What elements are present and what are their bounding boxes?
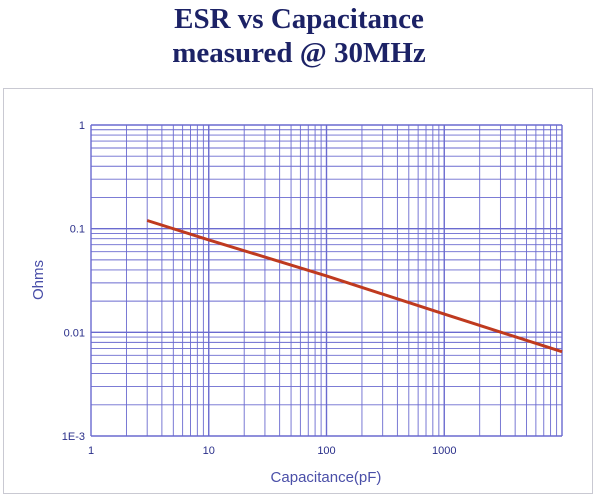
y-tick-label: 1 xyxy=(79,120,85,132)
x-tick-label: 1 xyxy=(88,445,94,457)
chart-title-line-1: ESR vs Capacitance xyxy=(174,3,424,35)
y-tick-label: 0.1 xyxy=(70,224,85,236)
x-axis-label: Capacitance(pF) xyxy=(271,469,382,486)
chart-frame xyxy=(3,88,593,494)
tick-labels: 1 10 100 1000 1 0.1 0.01 1E-3 xyxy=(62,120,457,457)
series-line-esr xyxy=(146,219,563,354)
y-tick-label: 1E-3 xyxy=(62,431,85,443)
x-tick-label: 1000 xyxy=(432,445,456,457)
chart-title-line-2: measured @ 30MHz xyxy=(172,37,426,69)
y-axis-label: Ohms xyxy=(30,260,47,300)
grid-lines xyxy=(90,124,563,437)
y-tick-label: 0.01 xyxy=(64,327,85,339)
x-tick-label: 100 xyxy=(317,445,335,457)
x-tick-label: 10 xyxy=(203,445,215,457)
series-layer xyxy=(146,219,563,354)
